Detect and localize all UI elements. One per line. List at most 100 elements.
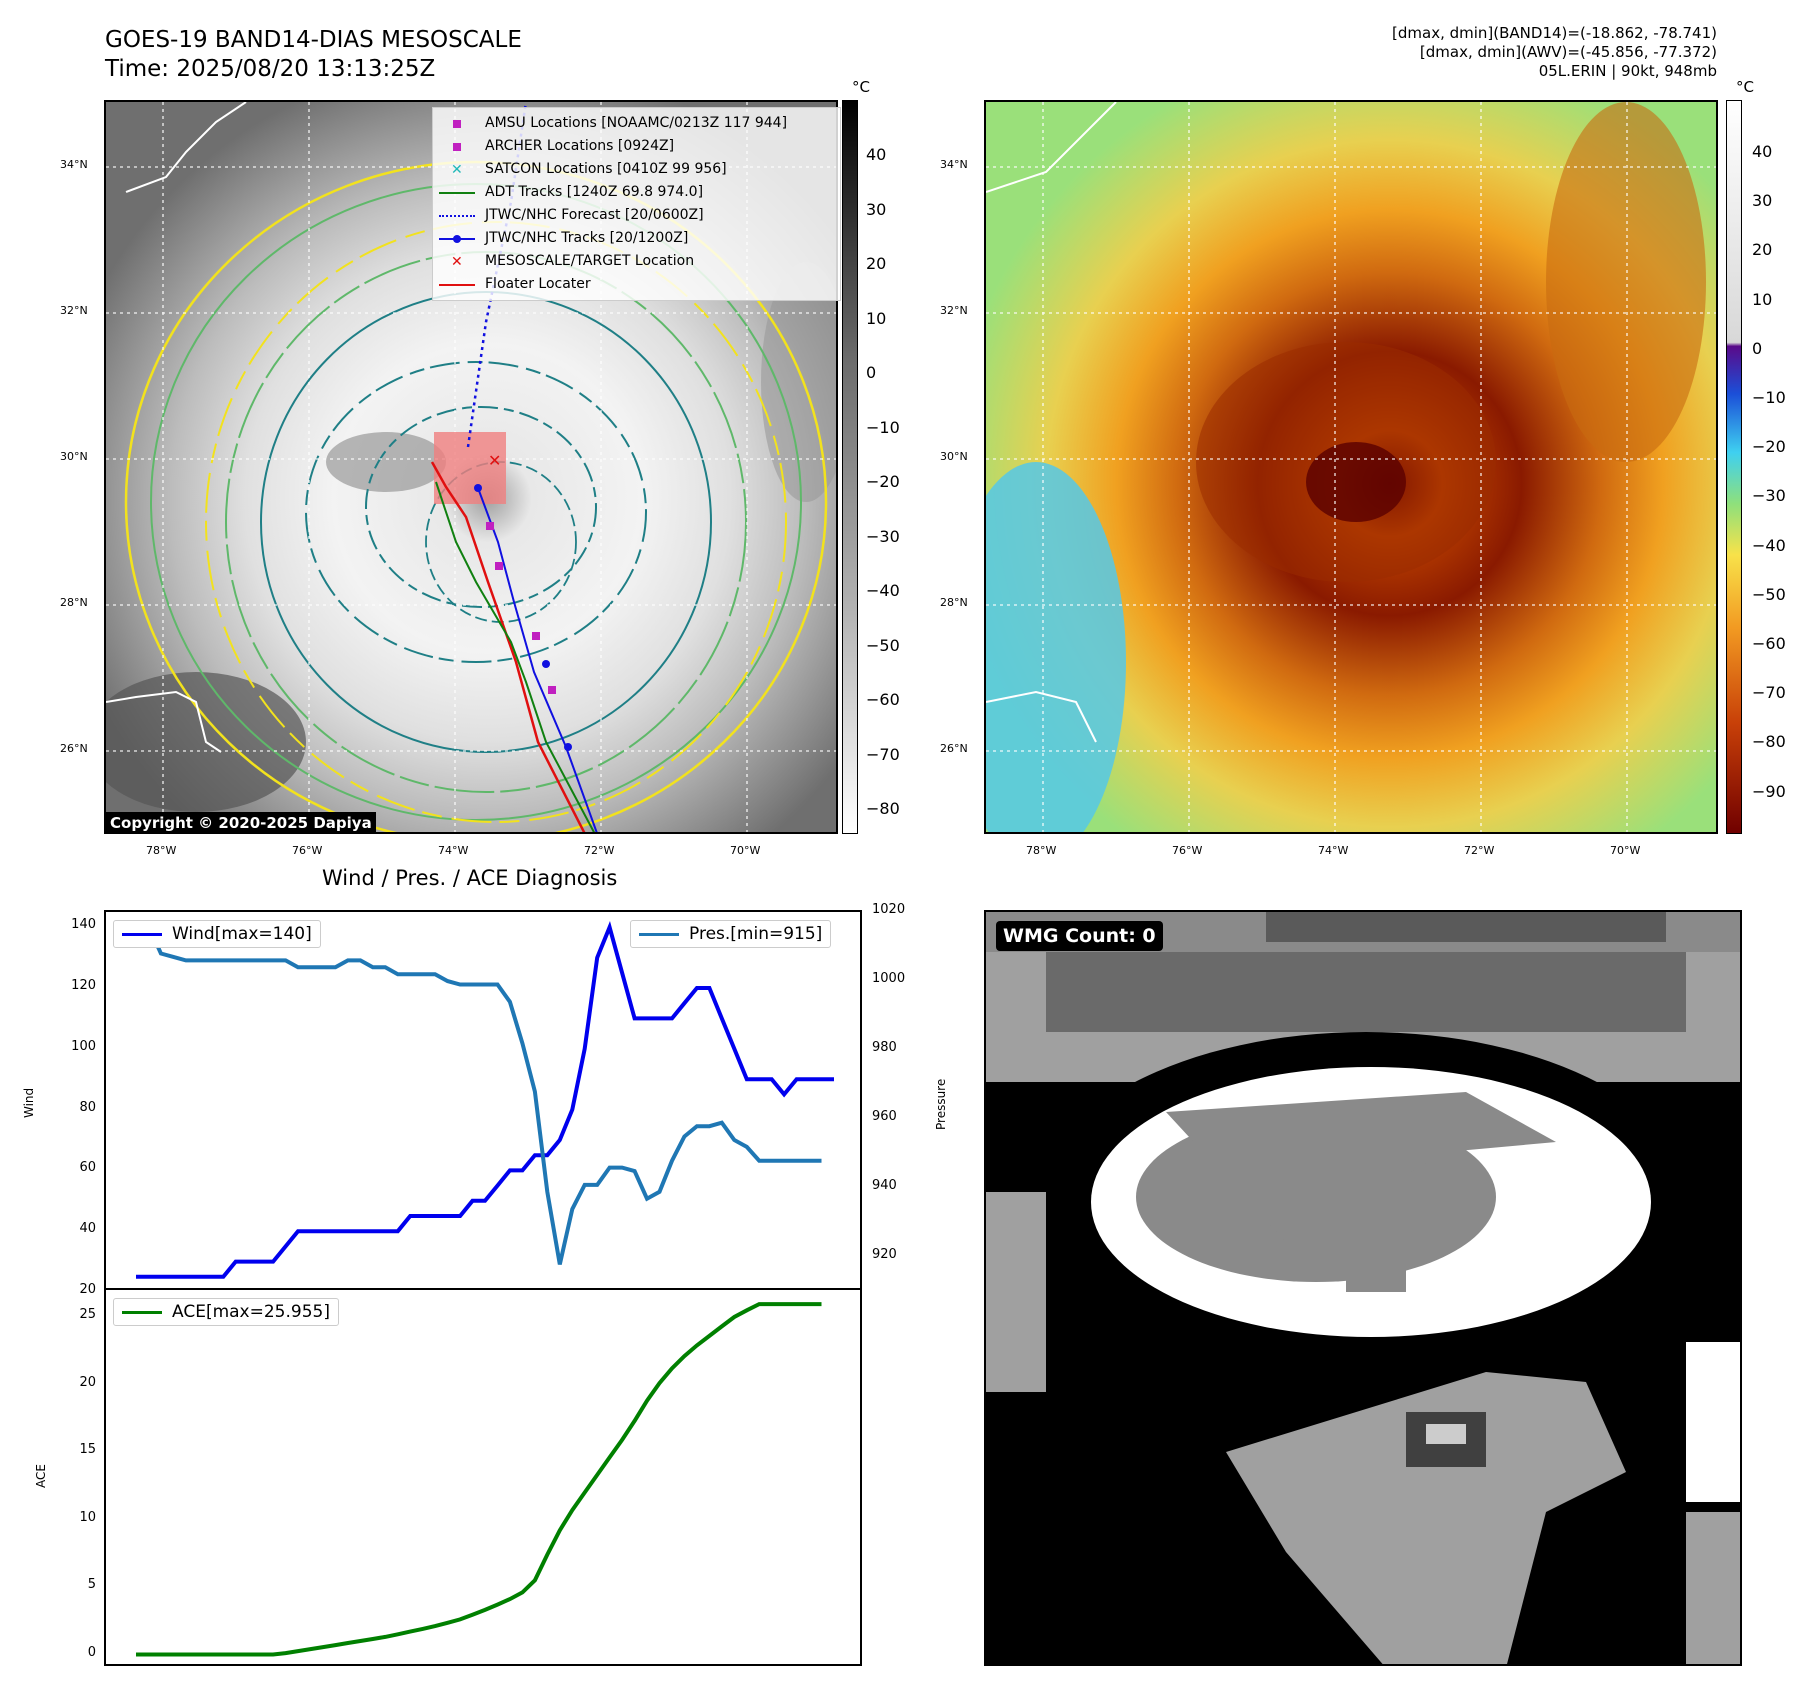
- wind-legend: Wind[max=140]: [113, 920, 321, 948]
- legend-item-adt: ADT Tracks [1240Z 69.8 974.0]: [439, 181, 834, 204]
- ace-tick-label: 10: [79, 1509, 96, 1525]
- ace-axis-label: ACE: [34, 1464, 48, 1488]
- pressure-tick-label: 940: [872, 1178, 897, 1194]
- wind-tick-label: 100: [71, 1038, 96, 1054]
- lon-label: 70°W: [1610, 844, 1641, 857]
- floater-box: [434, 432, 506, 504]
- blue-line-icon: [122, 932, 162, 936]
- pressure-series-line: [136, 923, 822, 1265]
- lat-label: 32°N: [60, 304, 88, 317]
- legend-label: JTWC/NHC Forecast [20/0600Z]: [485, 207, 704, 223]
- colorbar-tick-label: −30: [866, 526, 900, 546]
- grayscale-colorbar: [842, 100, 858, 834]
- ace-plot: [136, 1302, 822, 1657]
- colorbar-tick-label: −20: [866, 472, 900, 491]
- legend-label: JTWC/NHC Tracks [20/1200Z]: [485, 230, 689, 246]
- green-line-icon: [122, 1310, 162, 1314]
- wind-pressure-plot: [136, 920, 834, 1279]
- lon-label: 70°W: [730, 844, 761, 857]
- ace-legend: ACE[max=25.955]: [113, 1298, 339, 1326]
- colorbar-tick-label: −70: [866, 744, 900, 764]
- legend-label: ARCHER Locations [0924Z]: [485, 138, 675, 154]
- colorbar-tick-label: 30: [1752, 191, 1773, 211]
- wmg-pixel-field: [986, 912, 1740, 1664]
- pressure-axis-label: Pressure: [934, 1078, 948, 1130]
- title-line-2: Time: 2025/08/20 13:13:25Z: [105, 56, 436, 82]
- ace-panel: [104, 1288, 862, 1666]
- wind-tick-label: 20: [79, 1282, 96, 1297]
- legend-item-floater: Floater Locater: [439, 273, 834, 296]
- lon-label: 76°W: [1172, 844, 1203, 857]
- wind-legend-label: Wind[max=140]: [172, 924, 312, 944]
- ace-legend-label: ACE[max=25.955]: [172, 1302, 330, 1322]
- legend-item-satcon: ✕ SATCON Locations [0410Z 99 956]: [439, 158, 834, 181]
- steelblue-line-icon: [639, 932, 679, 936]
- wind-tick-label: 120: [71, 978, 96, 993]
- lon-label: 74°W: [438, 844, 469, 857]
- red-x-icon: ✕: [451, 253, 463, 270]
- blue-dotted-line-icon: [439, 209, 475, 223]
- colorbar-tick-label: −40: [1752, 535, 1786, 555]
- colorbar-tick-label: −90: [1752, 781, 1786, 801]
- legend-item-forecast: JTWC/NHC Forecast [20/0600Z]: [439, 204, 834, 227]
- colorbar-tick-label: 40: [866, 145, 887, 164]
- wmg-count-badge: WMG Count: 0: [996, 921, 1163, 951]
- green-line-icon: [439, 186, 475, 200]
- magenta-square-icon: [439, 117, 475, 131]
- legend-item-tracks: JTWC/NHC Tracks [20/1200Z]: [439, 227, 834, 250]
- lat-label: 30°N: [940, 450, 968, 463]
- legend-label: ADT Tracks [1240Z 69.8 974.0]: [485, 184, 704, 200]
- legend-label: Floater Locater: [485, 276, 591, 292]
- legend-label: AMSU Locations [NOAAMC/0213Z 117 944]: [485, 115, 788, 131]
- colorbar-tick-label: 20: [1752, 240, 1773, 260]
- legend-label: MESOSCALE/TARGET Location: [485, 253, 695, 269]
- colorbar-unit: °C: [1736, 78, 1754, 96]
- meta-line-3: 05L.ERIN | 90kt, 948mb: [1538, 62, 1717, 80]
- ace-tick-label: 25: [79, 1307, 96, 1322]
- wind-tick-label: 80: [79, 1099, 96, 1115]
- colorbar-tick-label: −40: [866, 581, 900, 600]
- colorbar-tick-label: −10: [1752, 388, 1786, 407]
- title-line-1: GOES-19 BAND14-DIAS MESOSCALE: [105, 27, 522, 53]
- lon-label: 78°W: [146, 844, 177, 857]
- colorbar-tick-label: 0: [1752, 338, 1763, 358]
- legend-label: SATCON Locations [0410Z 99 956]: [485, 161, 727, 177]
- cyan-x-icon: ✕: [451, 161, 463, 178]
- wind-series-line: [136, 920, 834, 1279]
- svg-text:✕: ✕: [488, 451, 501, 470]
- lat-label: 30°N: [60, 450, 88, 463]
- copyright-notice: Copyright © 2020-2025 Dapiya: [106, 812, 376, 832]
- colorbar-tick-label: −50: [866, 635, 900, 655]
- lat-label: 28°N: [940, 596, 968, 609]
- wind-pressure-panel: [104, 910, 862, 1290]
- wind-axis-label: Wind: [22, 1087, 36, 1118]
- wind-tick-label: 40: [79, 1221, 96, 1237]
- ace-tick-label: 20: [79, 1374, 96, 1390]
- colorbar-unit: °C: [852, 78, 870, 96]
- ace-tick-label: 5: [87, 1577, 96, 1592]
- colorbar-tick-label: 0: [866, 363, 877, 382]
- legend-item-amsu: AMSU Locations [NOAAMC/0213Z 117 944]: [439, 112, 834, 135]
- lon-label: 72°W: [584, 844, 615, 857]
- awv-color-imagery: [986, 102, 1716, 832]
- colorbar-tick-label: 40: [1752, 142, 1773, 161]
- colorbar-tick-label: −50: [1752, 584, 1786, 604]
- colorbar-tick-label: −70: [1752, 683, 1786, 703]
- pressure-tick-label: 980: [872, 1040, 897, 1056]
- lon-label: 78°W: [1026, 844, 1057, 857]
- lat-label: 28°N: [60, 596, 88, 609]
- diagnosis-title: Wind / Pres. / ACE Diagnosis: [322, 866, 618, 890]
- legend-item-target: ✕ MESOSCALE/TARGET Location: [439, 250, 834, 273]
- meta-line-2: [dmax, dmin](AWV)=(-45.856, -77.372): [1419, 43, 1717, 61]
- lon-label: 72°W: [1464, 844, 1495, 857]
- colorbar-tick-label: 10: [1752, 289, 1773, 309]
- wind-tick-label: 60: [79, 1160, 96, 1176]
- blue-dot-line-icon: [439, 232, 475, 246]
- lat-label: 26°N: [60, 742, 88, 755]
- colorbar-tick-label: 10: [866, 308, 887, 328]
- colorbar-tick-label: 30: [866, 199, 887, 219]
- lat-label: 34°N: [60, 158, 88, 171]
- pressure-tick-label: 920: [872, 1247, 897, 1263]
- figure-title: GOES-19 BAND14-DIAS MESOSCALE Time: 2025…: [105, 26, 522, 84]
- wmg-panel: [984, 910, 1742, 1666]
